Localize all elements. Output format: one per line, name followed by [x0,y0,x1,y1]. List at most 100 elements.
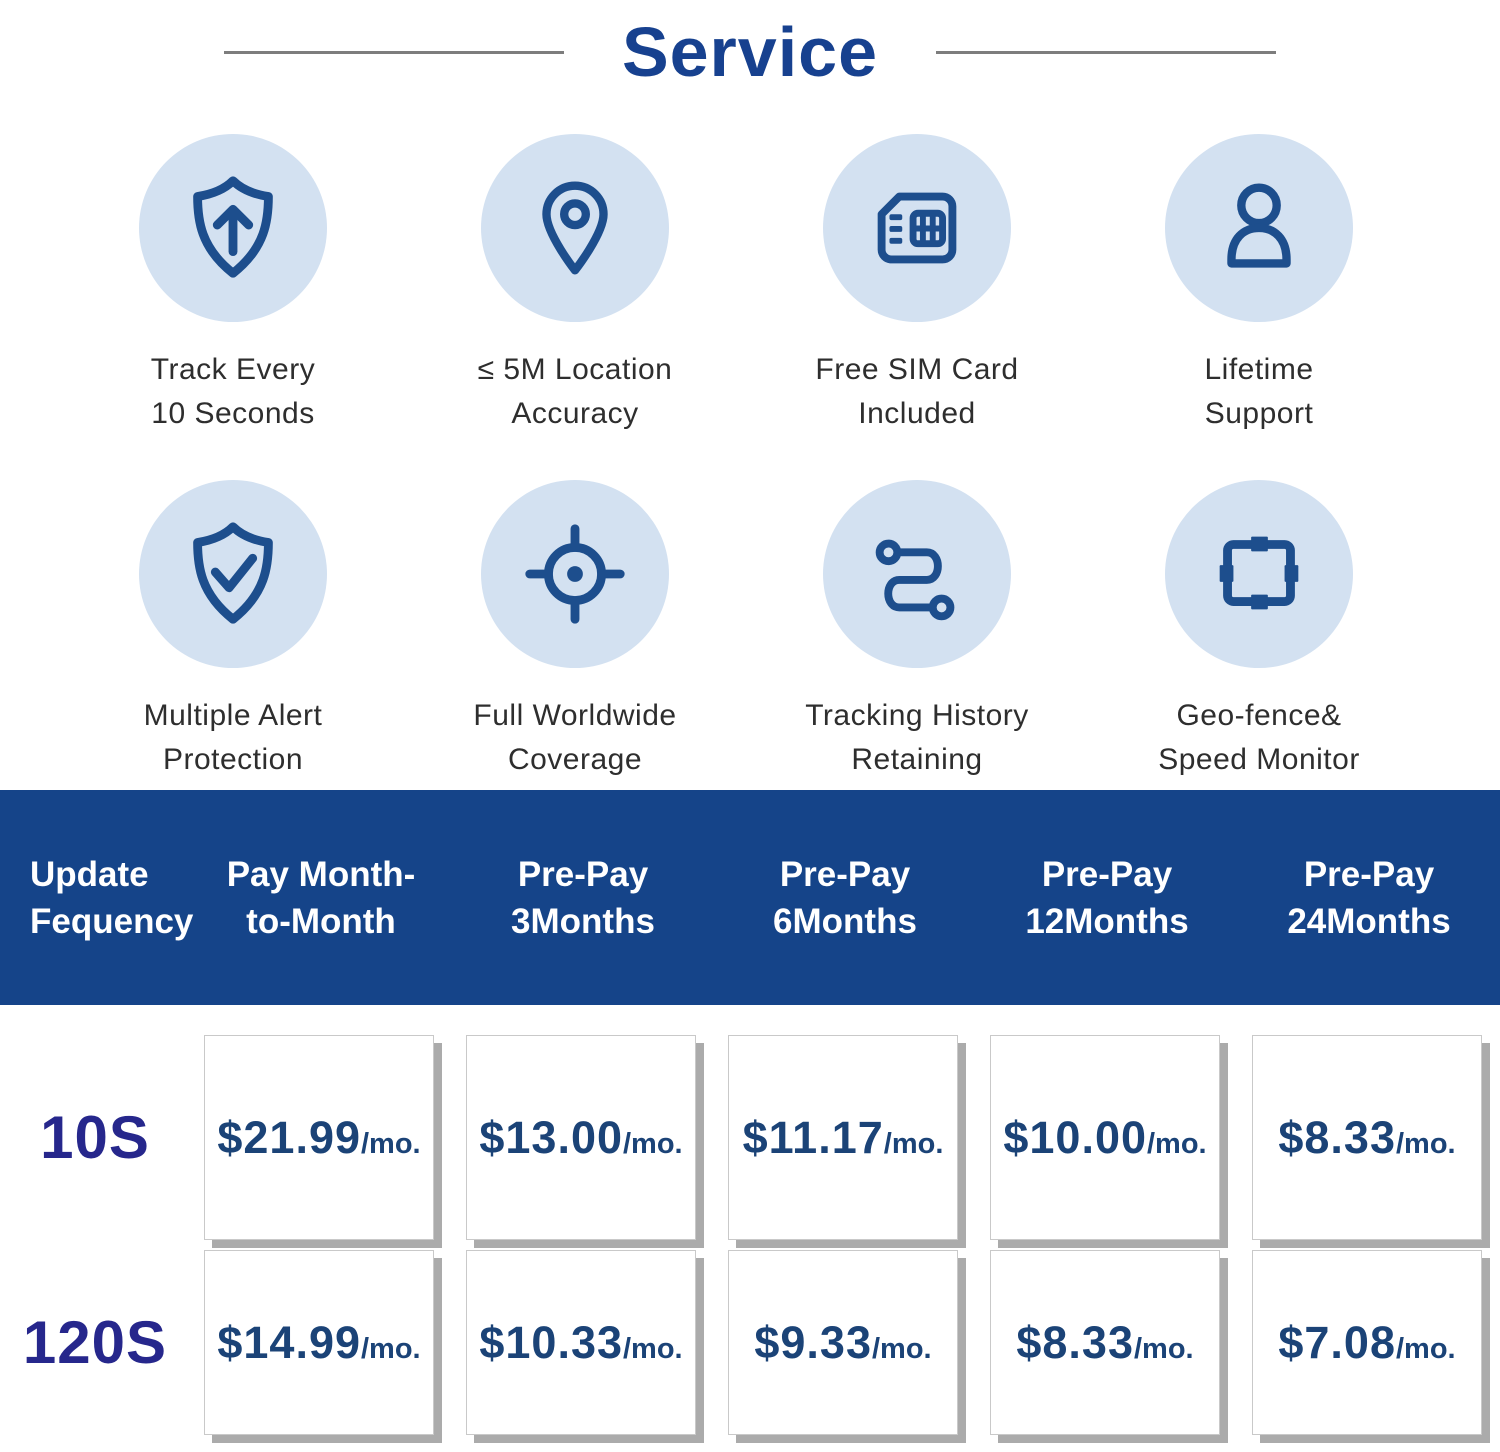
price: $13.00/mo. [479,1112,682,1164]
header-line: 12Months [1025,901,1189,941]
price-amount: $8.33 [1278,1111,1396,1163]
price: $10.33/mo. [479,1317,682,1369]
header-line: Update [30,854,149,894]
shield-arrow-up-icon [139,134,327,322]
geofence-icon [1165,480,1353,668]
sim-card-icon [823,134,1011,322]
price: $10.00/mo. [1003,1112,1206,1164]
price: $8.33/mo. [1016,1317,1193,1369]
price-amount: $10.00 [1003,1111,1147,1163]
price-row-120s: 120S $14.99/mo. $10.33/mo. $9.33/mo. $8.… [0,1250,1500,1435]
header-update-frequency: Update Fequency [0,851,194,945]
price-amount: $10.33 [479,1316,623,1368]
feature-lifetime-support: Lifetime Support [1088,134,1430,436]
price-row-10s: 10S $21.99/mo. $13.00/mo. $11.17/mo. $10… [0,1035,1500,1240]
price-suffix: /mo. [361,1127,421,1160]
price-suffix: /mo. [1396,1332,1456,1365]
price: $8.33/mo. [1278,1112,1455,1164]
feature-track-every-10-seconds: Track Every 10 Seconds [62,134,404,436]
price-suffix: /mo. [1147,1127,1207,1160]
header-line: Pre-Pay [517,854,649,894]
feature-grid: Track Every 10 Seconds ≤ 5M Location Acc… [62,134,1430,782]
price: $7.08/mo. [1278,1317,1455,1369]
feature-label: Multiple Alert [143,699,323,732]
feature-label: Tracking History [805,699,1029,732]
feature-label: ≤ 5M Location [477,353,673,386]
header-line: 6Months [773,901,917,941]
header-line: to-Month [246,901,396,941]
feature-label: Protection [162,743,304,776]
header-line: Pay Month- [226,854,416,894]
header-line: Pre-Pay [779,854,911,894]
header-prepay-12months: Pre-Pay 12Months [976,851,1238,945]
price-cell: $14.99/mo. [190,1250,452,1435]
header-pay-month-to-month: Pay Month- to-Month [190,851,452,945]
route-history-icon [823,480,1011,668]
feature-label: Speed Monitor [1158,743,1360,776]
price-amount: $7.08 [1278,1316,1396,1368]
price-cell: $10.33/mo. [452,1250,714,1435]
price-suffix: /mo. [872,1332,932,1365]
header-prepay-3months: Pre-Pay 3Months [452,851,714,945]
row-label-10s: 10S [40,1104,150,1171]
feature-label: Lifetime [1204,353,1314,386]
price-card: $11.17/mo. [728,1035,958,1240]
feature-multiple-alert-protection: Multiple Alert Protection [62,480,404,782]
price: $14.99/mo. [217,1317,420,1369]
price-suffix: /mo. [623,1332,683,1365]
feature-label: Geo-fence& [1176,699,1342,732]
price: $21.99/mo. [217,1112,420,1164]
price-cell: $10.00/mo. [976,1035,1238,1240]
header-line: Pre-Pay [1041,854,1173,894]
price-amount: $9.33 [754,1316,872,1368]
feature-label: Support [1204,397,1314,430]
price-suffix: /mo. [1396,1127,1456,1160]
price-amount: $11.17 [742,1111,884,1163]
crosshair-icon [481,480,669,668]
page-title: Service [621,13,879,91]
price-card: $21.99/mo. [204,1035,434,1240]
price-card: $7.08/mo. [1252,1250,1482,1435]
location-pin-icon [481,134,669,322]
feature-free-sim-card: Free SIM Card Included [746,134,1088,436]
price-suffix: /mo. [361,1332,421,1365]
header-line: 24Months [1287,901,1451,941]
price-cell: $21.99/mo. [190,1035,452,1240]
feature-label: Full Worldwide [473,699,677,732]
title-divider-left [223,50,564,54]
header-prepay-24months: Pre-Pay 24Months [1238,851,1500,945]
price-cell: $13.00/mo. [452,1035,714,1240]
feature-label: Accuracy [511,397,639,430]
price-amount: $14.99 [217,1316,361,1368]
price: $11.17/mo. [743,1112,944,1164]
price-amount: $21.99 [217,1111,361,1163]
title-divider-right [936,50,1277,54]
price-suffix: /mo. [1134,1332,1194,1365]
price-cell: $7.08/mo. [1238,1250,1500,1435]
header-prepay-6months: Pre-Pay 6Months [714,851,976,945]
price-cell: $8.33/mo. [1238,1035,1500,1240]
price-card: $8.33/mo. [1252,1035,1482,1240]
price-card: $14.99/mo. [204,1250,434,1435]
price-suffix: /mo. [883,1127,944,1160]
feature-location-accuracy: ≤ 5M Location Accuracy [404,134,746,436]
feature-label: Included [858,397,976,430]
feature-label: 10 Seconds [151,397,315,430]
pricing-header-row: Update Fequency Pay Month- to-Month Pre-… [0,790,1500,1005]
price-cell: $9.33/mo. [714,1250,976,1435]
feature-label: Coverage [507,743,643,776]
header-line: Fequency [30,901,194,941]
feature-label: Retaining [851,743,983,776]
price: $9.33/mo. [754,1317,931,1369]
feature-label: Track Every [150,353,316,386]
price-card: $10.33/mo. [466,1250,696,1435]
shield-check-icon [139,480,327,668]
price-card: $8.33/mo. [990,1250,1220,1435]
feature-full-worldwide-coverage: Full Worldwide Coverage [404,480,746,782]
feature-geofence-speed-monitor: Geo-fence& Speed Monitor [1088,480,1430,782]
price-amount: $8.33 [1016,1316,1134,1368]
price-cell: $8.33/mo. [976,1250,1238,1435]
price-card: $10.00/mo. [990,1035,1220,1240]
feature-tracking-history-retaining: Tracking History Retaining [746,480,1088,782]
row-label-120s: 120S [22,1309,168,1376]
